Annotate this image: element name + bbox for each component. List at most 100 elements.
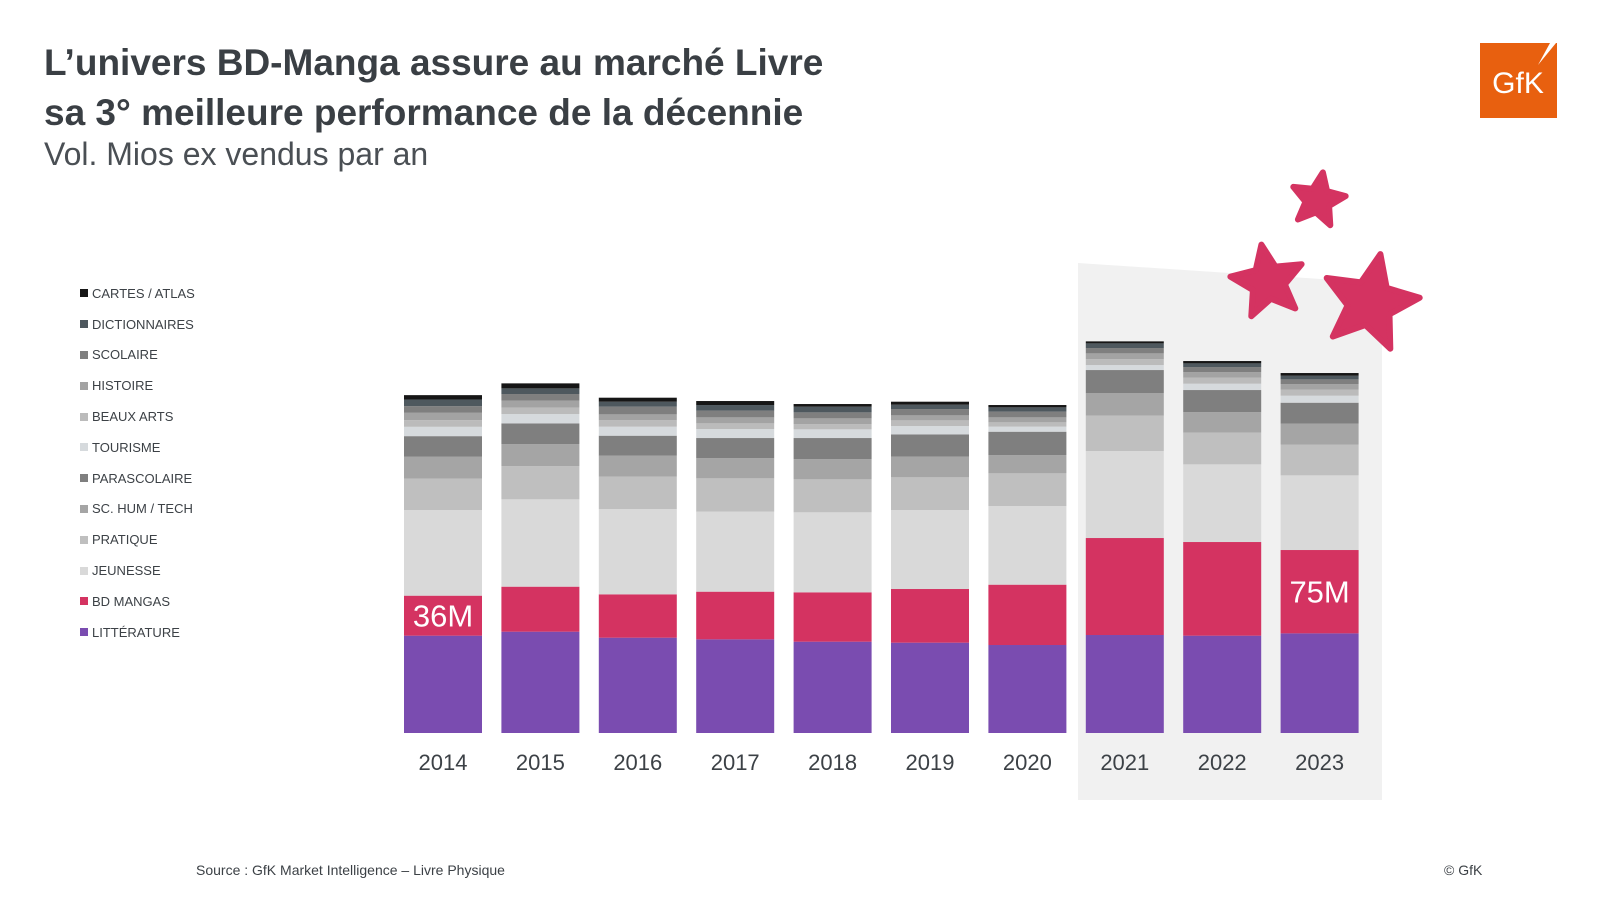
bar-segment bbox=[1280, 475, 1359, 551]
bar-segment bbox=[891, 434, 969, 457]
bar-segment bbox=[598, 406, 677, 415]
legend-item: DICTIONNAIRES bbox=[80, 309, 195, 340]
bar-segment bbox=[988, 405, 1067, 408]
bar-segment bbox=[404, 436, 482, 457]
bar-segment bbox=[1183, 390, 1262, 413]
bar-segment bbox=[988, 422, 1067, 427]
bar-segment bbox=[891, 415, 969, 421]
bar-segment bbox=[1183, 412, 1262, 433]
title-line-1: L’univers BD-Manga assure au marché Livr… bbox=[44, 42, 824, 83]
legend-swatch bbox=[80, 535, 88, 544]
bar-segment bbox=[988, 417, 1067, 423]
legend-swatch bbox=[80, 504, 88, 513]
source-note: Source : GfK Market Intelligence – Livre… bbox=[196, 862, 505, 878]
bar-segment bbox=[1183, 372, 1262, 378]
bar-segment bbox=[1280, 633, 1359, 733]
bar-segment bbox=[598, 435, 677, 456]
legend-label: CARTES / ATLAS bbox=[92, 285, 195, 301]
bar-2019 bbox=[891, 401, 969, 733]
bar-segment bbox=[696, 423, 775, 430]
bar-segment bbox=[501, 388, 580, 395]
x-tick-label: 2014 bbox=[419, 750, 468, 775]
bar-segment bbox=[1183, 361, 1262, 364]
bar-segment bbox=[1183, 635, 1262, 733]
legend-item: LITTÉRATURE bbox=[80, 617, 195, 648]
bar-segment bbox=[988, 455, 1067, 474]
subtitle: Vol. Mios ex vendus par an bbox=[44, 136, 429, 172]
x-tick-label: 2018 bbox=[808, 750, 857, 775]
bar-segment bbox=[1085, 341, 1164, 344]
legend-item: JEUNESSE bbox=[80, 555, 195, 586]
gfk-logo: GfK bbox=[1480, 43, 1557, 118]
bar-2020 bbox=[988, 405, 1067, 733]
bar-segment bbox=[1183, 542, 1262, 636]
legend-item: SCOLAIRE bbox=[80, 340, 195, 371]
legend-label: JEUNESSE bbox=[92, 563, 161, 579]
bar-segment bbox=[598, 414, 677, 421]
bar-segment bbox=[404, 412, 482, 421]
bar-segment bbox=[1280, 389, 1359, 396]
bar-segment bbox=[793, 418, 872, 425]
bar-segment bbox=[1085, 365, 1164, 371]
bar-segment bbox=[696, 405, 775, 411]
bar-segment bbox=[598, 426, 677, 436]
legend-item: TOURISME bbox=[80, 432, 195, 463]
data-label: 36M bbox=[413, 599, 473, 634]
bar-segment bbox=[1085, 635, 1164, 733]
x-tick-label: 2016 bbox=[613, 750, 662, 775]
bar-segment bbox=[404, 478, 482, 511]
bar-segment bbox=[501, 631, 580, 733]
legend-item: PRATIQUE bbox=[80, 524, 195, 555]
bar-segment bbox=[404, 399, 482, 407]
bar-segment bbox=[501, 466, 580, 500]
bar-segment bbox=[891, 477, 969, 511]
bar-segment bbox=[696, 438, 775, 459]
bar-segment bbox=[793, 512, 872, 593]
svg-text:GfK: GfK bbox=[1492, 67, 1544, 100]
bar-segment bbox=[501, 499, 580, 587]
bar-segment bbox=[598, 455, 677, 477]
bar-segment bbox=[891, 642, 969, 733]
bar-segment bbox=[793, 429, 872, 439]
bar-segment bbox=[988, 506, 1067, 585]
x-tick-label: 2021 bbox=[1100, 750, 1149, 775]
bar-segment bbox=[891, 420, 969, 427]
bar-segment bbox=[793, 438, 872, 460]
bar-segment bbox=[793, 641, 872, 733]
bar-segment bbox=[404, 420, 482, 427]
bar-segment bbox=[1183, 363, 1262, 368]
legend-label: TOURISME bbox=[92, 439, 161, 455]
bar-segment bbox=[404, 595, 482, 636]
bar-segment bbox=[988, 426, 1067, 432]
legend-label: BD MANGAS bbox=[92, 593, 171, 609]
bar-2022 bbox=[1183, 361, 1262, 733]
bar-segment bbox=[1280, 444, 1359, 476]
bar-segment bbox=[1280, 402, 1359, 424]
bar-segment bbox=[696, 458, 775, 479]
bar-segment bbox=[1085, 359, 1164, 366]
bar-segment bbox=[1183, 464, 1262, 543]
legend-swatch bbox=[80, 350, 88, 359]
legend-item: BD MANGAS bbox=[80, 586, 195, 617]
bar-segment bbox=[988, 645, 1067, 733]
legend-label: PARASCOLAIRE bbox=[92, 470, 193, 486]
x-tick-label: 2020 bbox=[1003, 750, 1052, 775]
x-tick-label: 2023 bbox=[1295, 750, 1344, 775]
legend-swatch bbox=[80, 628, 88, 637]
bar-segment bbox=[793, 459, 872, 480]
bar-segment bbox=[1085, 353, 1164, 360]
legend-swatch bbox=[80, 474, 88, 483]
bar-segment bbox=[598, 594, 677, 638]
bar-segment bbox=[501, 400, 580, 408]
bar-segment bbox=[696, 401, 775, 406]
legend-swatch bbox=[80, 289, 88, 298]
bar-2017 bbox=[696, 401, 775, 733]
page-title: L’univers BD-Manga assure au marché Livr… bbox=[44, 38, 823, 138]
legend-label: LITTÉRATURE bbox=[92, 624, 180, 640]
bar-segment bbox=[696, 591, 775, 640]
bar-segment bbox=[404, 456, 482, 479]
bar-segment bbox=[1183, 367, 1262, 373]
bar-segment bbox=[1085, 538, 1164, 636]
legend-swatch bbox=[80, 381, 88, 390]
bar-segment bbox=[1085, 415, 1164, 452]
